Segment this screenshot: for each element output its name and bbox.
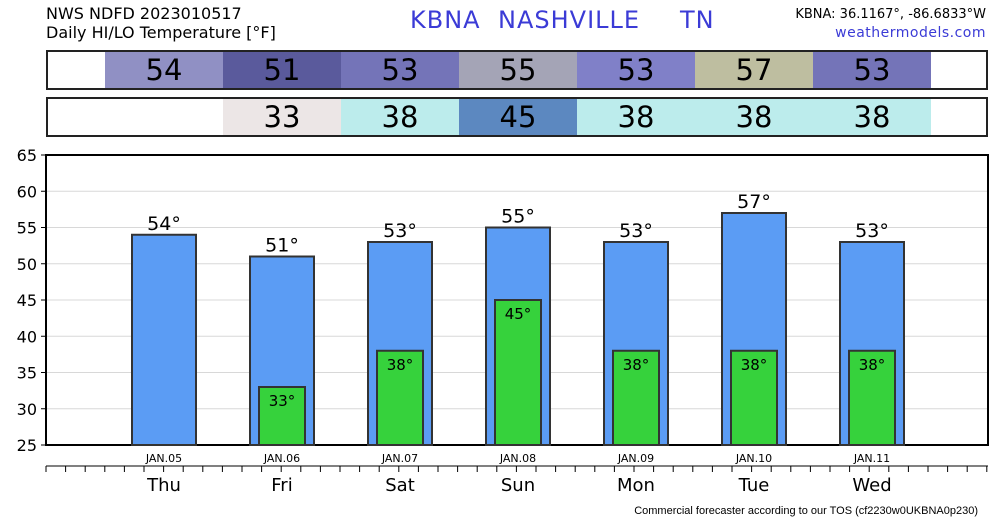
lo-bar (848, 349, 896, 446)
lo-bar (730, 349, 778, 446)
hi-strip-cell: 57 (695, 52, 813, 88)
lo-data-label: 38° (859, 356, 886, 374)
y-tick-label: 30 (17, 400, 37, 419)
city-name: NASHVILLE (498, 6, 641, 34)
y-tick-label: 50 (17, 255, 37, 274)
x-date-label: JAN.09 (617, 452, 654, 465)
lo-strip: 33 38 45 38 38 38 (46, 97, 988, 137)
lo-strip-cell: 45 (459, 99, 577, 135)
hi-data-label: 57° (737, 191, 771, 213)
lo-data-label: 38° (741, 356, 768, 374)
hi-strip-cell: 55 (459, 52, 577, 88)
y-tick-label: 35 (17, 364, 37, 383)
hi-strip-cell: 53 (341, 52, 459, 88)
hi-strip-cell: 54 (105, 52, 223, 88)
lo-data-label: 38° (623, 356, 650, 374)
x-day-label: Thu (146, 475, 181, 496)
x-day-label: Sun (501, 475, 535, 496)
state-code: TN (680, 6, 715, 34)
hi-data-label: 53° (855, 220, 889, 242)
x-date-label: JAN.10 (735, 452, 772, 465)
x-date-label: JAN.08 (499, 452, 536, 465)
chart-subtitle: Daily HI/LO Temperature [°F] (46, 23, 276, 42)
lo-data-label: 33° (269, 392, 296, 410)
lo-bar (376, 349, 424, 446)
hi-data-label: 55° (501, 206, 535, 228)
x-day-label: Fri (271, 475, 292, 496)
y-tick-label: 40 (17, 327, 37, 346)
lo-bar (258, 386, 306, 446)
y-tick-label: 25 (17, 436, 37, 455)
y-tick-label: 45 (17, 291, 37, 310)
lo-strip-cell: 38 (813, 99, 931, 135)
x-date-label: JAN.06 (263, 452, 300, 465)
lo-data-label: 38° (387, 356, 414, 374)
hi-data-label: 51° (265, 235, 299, 257)
chart-header: NWS NDFD 2023010517 Daily HI/LO Temperat… (46, 4, 276, 42)
lo-strip-cell: 38 (577, 99, 695, 135)
model-run-label: NWS NDFD 2023010517 (46, 4, 242, 23)
footer-note: Commercial forecaster according to our T… (634, 505, 978, 517)
hi-data-label: 54° (147, 213, 181, 235)
lo-bar (494, 299, 542, 446)
hi-strip: 54 51 53 55 53 57 53 (46, 50, 988, 90)
hi-strip-cell: 53 (577, 52, 695, 88)
x-date-label: JAN.05 (145, 452, 182, 465)
y-tick-label: 55 (17, 219, 37, 238)
hi-strip-cell: 51 (223, 52, 341, 88)
y-tick-label: 60 (17, 182, 37, 201)
x-date-label: JAN.11 (853, 452, 890, 465)
hi-bar (131, 233, 197, 446)
station-info: KBNA: 36.1167°, -86.6833°W weathermodels… (795, 6, 986, 42)
x-date-label: JAN.07 (381, 452, 418, 465)
x-day-label: Mon (617, 475, 655, 496)
lo-bar (612, 349, 660, 446)
lo-data-label: 45° (505, 305, 532, 323)
lo-strip-cell: 38 (341, 99, 459, 135)
site-link[interactable]: weathermodels.com (835, 25, 986, 41)
x-day-label: Wed (852, 475, 891, 496)
x-day-label: Sat (385, 475, 415, 496)
station-code: KBNA (410, 6, 481, 34)
hi-data-label: 53° (619, 220, 653, 242)
station-coords: KBNA: 36.1167°, -86.6833°W (795, 7, 986, 22)
x-day-label: Tue (738, 475, 770, 496)
lo-strip-cell (105, 99, 223, 135)
hi-strip-cell: 53 (813, 52, 931, 88)
y-tick-label: 65 (17, 146, 37, 165)
lo-strip-cell: 33 (223, 99, 341, 135)
hi-data-label: 53° (383, 220, 417, 242)
lo-strip-cell: 38 (695, 99, 813, 135)
